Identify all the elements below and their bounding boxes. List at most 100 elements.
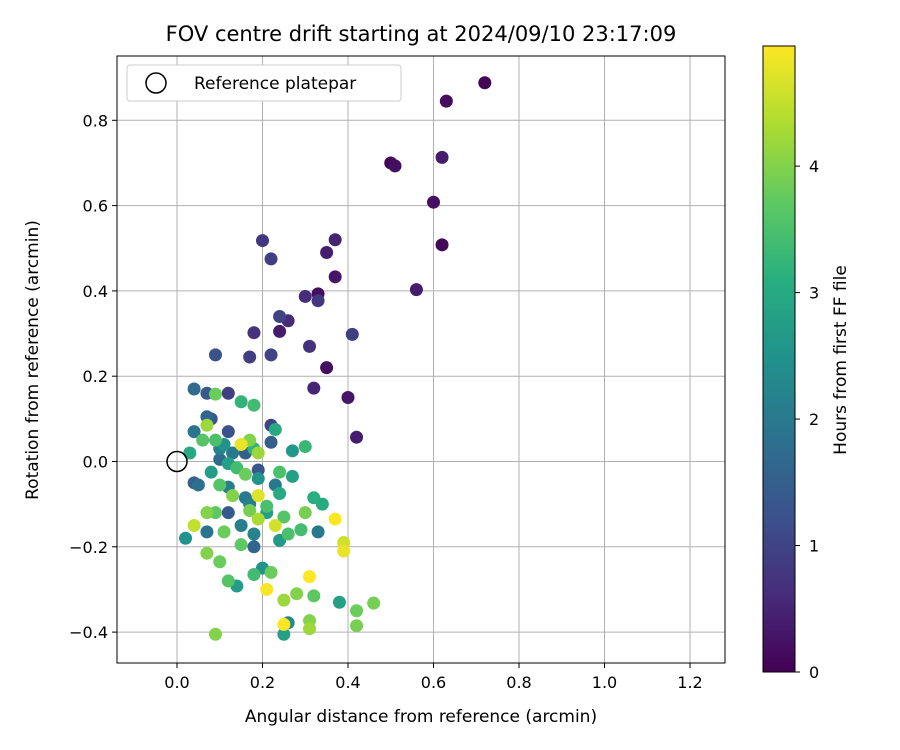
data-point bbox=[226, 489, 240, 503]
data-point bbox=[337, 544, 351, 558]
colorbar-label: Hours from first FF file bbox=[831, 265, 851, 455]
y-tick-label: −0.4 bbox=[69, 623, 108, 642]
data-point bbox=[478, 76, 492, 90]
data-point bbox=[273, 309, 287, 323]
x-tick-label: 0.4 bbox=[335, 673, 360, 692]
data-point bbox=[285, 469, 299, 483]
data-point bbox=[298, 289, 312, 303]
data-point bbox=[409, 283, 423, 297]
colorbar-tick-label: 2 bbox=[809, 410, 819, 429]
data-point bbox=[213, 555, 227, 569]
grid-lines bbox=[117, 56, 725, 663]
data-point bbox=[311, 294, 325, 308]
data-point bbox=[247, 326, 261, 340]
data-point bbox=[341, 391, 355, 405]
data-point bbox=[303, 622, 317, 636]
data-point bbox=[238, 467, 252, 481]
data-points bbox=[179, 76, 492, 641]
x-tick-label: 1.0 bbox=[592, 673, 617, 692]
data-point bbox=[247, 540, 261, 554]
data-point bbox=[277, 510, 291, 524]
legend: Reference platepar bbox=[126, 64, 402, 102]
data-point bbox=[277, 627, 291, 641]
data-point bbox=[260, 582, 274, 596]
data-point bbox=[332, 595, 346, 609]
x-tick-label: 1.2 bbox=[677, 673, 702, 692]
data-point bbox=[221, 425, 235, 439]
legend-label: Reference platepar bbox=[194, 74, 356, 94]
data-point bbox=[435, 150, 449, 164]
data-point bbox=[200, 525, 214, 539]
data-point bbox=[200, 506, 214, 520]
data-point bbox=[298, 506, 312, 520]
data-point bbox=[208, 348, 222, 362]
data-point bbox=[273, 324, 287, 338]
data-point bbox=[200, 546, 214, 560]
data-point bbox=[264, 252, 278, 266]
colorbar-tick-label: 3 bbox=[809, 284, 819, 303]
data-point bbox=[243, 504, 257, 518]
data-point bbox=[290, 587, 304, 601]
data-point bbox=[345, 327, 359, 341]
data-point bbox=[328, 512, 342, 526]
data-point bbox=[294, 523, 308, 537]
colorbar-tick-label: 4 bbox=[809, 157, 819, 176]
data-point bbox=[247, 568, 261, 582]
data-point bbox=[179, 531, 193, 545]
data-point bbox=[221, 574, 235, 588]
data-point bbox=[251, 489, 265, 503]
data-point bbox=[183, 446, 197, 460]
data-point bbox=[307, 491, 321, 505]
data-point bbox=[264, 565, 278, 579]
data-point bbox=[264, 348, 278, 362]
legend-box bbox=[126, 64, 402, 102]
x-axis-label: Angular distance from reference (arcmin) bbox=[245, 707, 597, 727]
data-point bbox=[350, 619, 364, 633]
chart-title: FOV centre drift starting at 2024/09/10 … bbox=[166, 22, 677, 46]
data-point bbox=[221, 506, 235, 520]
data-point bbox=[273, 486, 287, 500]
data-point bbox=[234, 437, 248, 451]
data-point bbox=[234, 538, 248, 552]
data-point bbox=[303, 570, 317, 584]
x-tick-label: 0.8 bbox=[506, 673, 531, 692]
data-point bbox=[187, 425, 201, 439]
data-point bbox=[281, 527, 295, 541]
colorbar-tick-label: 0 bbox=[809, 663, 819, 682]
data-point bbox=[208, 433, 222, 447]
y-axis-label: Rotation from reference (arcmin) bbox=[23, 220, 43, 500]
data-point bbox=[251, 512, 265, 526]
data-point bbox=[234, 518, 248, 532]
data-point bbox=[191, 478, 205, 492]
data-point bbox=[285, 444, 299, 458]
data-point bbox=[268, 518, 282, 532]
data-point bbox=[268, 423, 282, 437]
x-axis-ticks: 0.0 0.2 0.4 0.6 0.8 1.0 1.2 bbox=[164, 663, 703, 692]
data-point bbox=[303, 339, 317, 353]
reference-point bbox=[166, 450, 188, 473]
data-point bbox=[243, 350, 257, 364]
y-tick-label: −0.2 bbox=[69, 538, 108, 557]
plot-frame bbox=[116, 55, 726, 664]
y-tick-label: 0.8 bbox=[83, 111, 108, 130]
x-tick-label: 0.6 bbox=[421, 673, 446, 692]
y-tick-label: 0.2 bbox=[83, 367, 108, 386]
data-point bbox=[388, 159, 402, 173]
legend-marker-icon bbox=[145, 72, 167, 94]
data-point bbox=[298, 440, 312, 454]
y-axis-ticks: −0.4 −0.2 0.0 0.2 0.4 0.6 0.8 bbox=[69, 111, 117, 642]
data-point bbox=[260, 499, 274, 513]
data-point bbox=[311, 525, 325, 539]
data-point bbox=[247, 398, 261, 412]
x-tick-label: 0.2 bbox=[250, 673, 275, 692]
data-point bbox=[273, 465, 287, 479]
data-point bbox=[427, 195, 440, 209]
colorbar: 0 1 2 3 4 Hours from first FF file bbox=[762, 45, 851, 682]
data-point bbox=[187, 518, 201, 532]
data-point bbox=[247, 527, 261, 541]
data-point bbox=[439, 94, 453, 108]
y-tick-label: 0.0 bbox=[83, 453, 108, 472]
data-point bbox=[226, 446, 240, 460]
data-point bbox=[350, 430, 364, 444]
